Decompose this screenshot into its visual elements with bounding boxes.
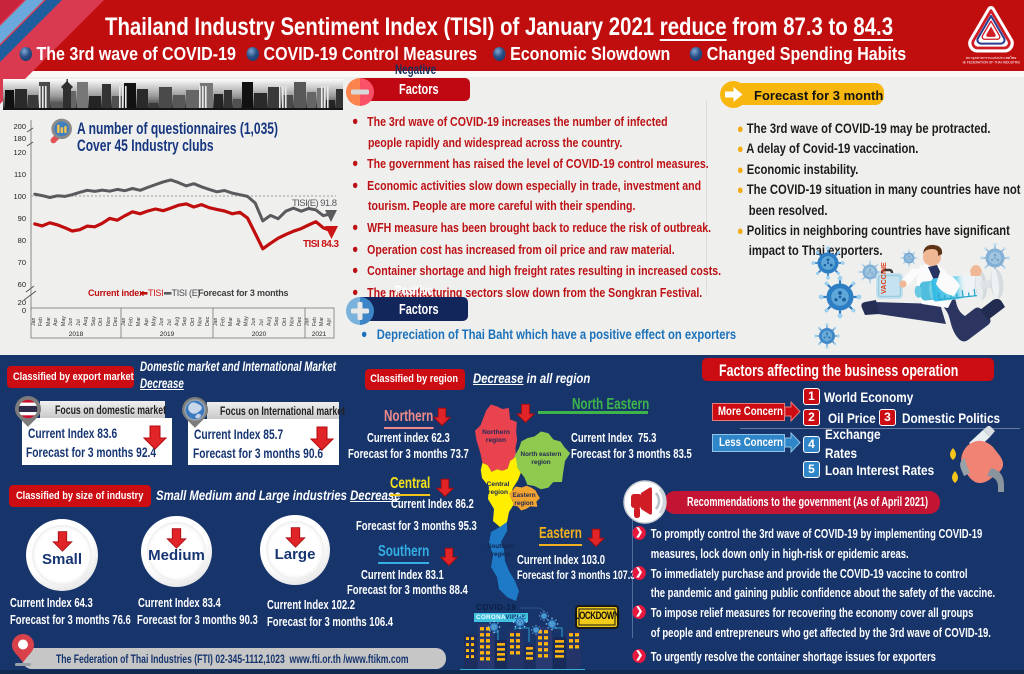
svg-text:region: region [491, 551, 510, 558]
svg-text:Apr: Apr [53, 318, 59, 326]
svg-text:Mar: Mar [136, 317, 142, 326]
svg-text:Dec: Dec [113, 316, 119, 326]
svg-text:Eastern: Eastern [512, 492, 535, 499]
svg-text:Feb: Feb [38, 317, 44, 326]
svg-text:70: 70 [18, 258, 26, 267]
svg-text:Northern: Northern [482, 429, 510, 436]
svg-text:Jul: Jul [259, 319, 265, 326]
svg-text:TISI: TISI [148, 288, 163, 298]
svg-text:Jan: Jan [121, 318, 127, 326]
svg-text:Nov: Nov [198, 316, 204, 326]
svg-text:THE FEDERATION OF THAI INDUSTR: THE FEDERATION OF THAI INDUSTRIES [962, 61, 1020, 65]
svg-text:2021: 2021 [312, 331, 327, 338]
svg-text:region: region [514, 500, 533, 507]
svg-text:Sep: Sep [91, 317, 97, 326]
svg-text:Apr: Apr [326, 318, 332, 326]
svg-text:May: May [244, 316, 250, 326]
svg-text:Mar: Mar [319, 317, 325, 326]
svg-text:Feb: Feb [129, 317, 135, 326]
svg-text:TISI (E): TISI (E) [172, 288, 201, 298]
svg-text:60: 60 [18, 280, 26, 289]
svg-text:VACCINE: VACCINE [879, 262, 888, 294]
svg-text:Current index: Current index [88, 288, 144, 298]
svg-text:May: May [61, 316, 67, 326]
svg-text:0: 0 [22, 306, 26, 315]
svg-text:Aug: Aug [267, 317, 273, 326]
svg-text:20: 20 [18, 298, 26, 307]
svg-text:Forecast for 3 months: Forecast for 3 months [198, 288, 289, 298]
svg-text:Oct: Oct [190, 317, 196, 326]
svg-text:Jul: Jul [76, 319, 82, 326]
svg-text:90: 90 [18, 214, 26, 223]
svg-text:Aug: Aug [175, 317, 181, 326]
svg-text:Sep: Sep [182, 317, 188, 326]
svg-text:Southern: Southern [487, 543, 515, 550]
svg-text:Oct: Oct [98, 317, 104, 326]
svg-text:Apr: Apr [144, 318, 150, 326]
svg-text:2020: 2020 [252, 331, 267, 338]
svg-text:Mar: Mar [46, 317, 52, 326]
svg-text:Central: Central [487, 481, 510, 488]
svg-text:Nov: Nov [290, 316, 296, 326]
svg-text:Jun: Jun [159, 318, 165, 326]
svg-text:Mar: Mar [228, 317, 234, 326]
svg-text:2018: 2018 [69, 331, 84, 338]
svg-text:110: 110 [14, 170, 26, 179]
svg-text:สภาอุตสาหกรรมแห่งประเทศไทย: สภาอุตสาหกรรมแห่งประเทศไทย [966, 55, 1017, 61]
svg-text:200: 200 [13, 122, 26, 131]
svg-text:TISI(E) 91.8: TISI(E) 91.8 [292, 198, 337, 209]
svg-text:Jul: Jul [167, 319, 173, 326]
svg-text:Jun: Jun [68, 318, 74, 326]
svg-text:May: May [152, 316, 158, 326]
svg-text:Jan: Jan [305, 318, 311, 326]
svg-text:Dec: Dec [297, 316, 303, 326]
svg-text:Apr: Apr [236, 318, 242, 326]
svg-text:120: 120 [13, 148, 26, 157]
svg-text:Feb: Feb [221, 317, 227, 326]
svg-text:Jan: Jan [213, 318, 219, 326]
svg-text:80: 80 [18, 236, 26, 245]
svg-text:Feb: Feb [312, 317, 318, 326]
svg-text:Jan: Jan [31, 318, 37, 326]
svg-text:Nov: Nov [106, 316, 112, 326]
svg-text:TISI 84.3: TISI 84.3 [303, 239, 339, 250]
svg-text:Oct: Oct [282, 317, 288, 326]
svg-text:region: region [488, 489, 508, 496]
svg-text:2019: 2019 [160, 331, 175, 338]
svg-text:Aug: Aug [83, 317, 89, 326]
svg-text:region: region [486, 437, 506, 444]
svg-text:Sep: Sep [274, 317, 280, 326]
svg-text:180: 180 [13, 134, 26, 143]
svg-text:North eastern: North eastern [521, 451, 562, 458]
svg-text:Jun: Jun [251, 318, 257, 326]
svg-text:100: 100 [13, 192, 26, 201]
svg-text:Dec: Dec [205, 316, 211, 326]
svg-text:region: region [531, 459, 550, 466]
